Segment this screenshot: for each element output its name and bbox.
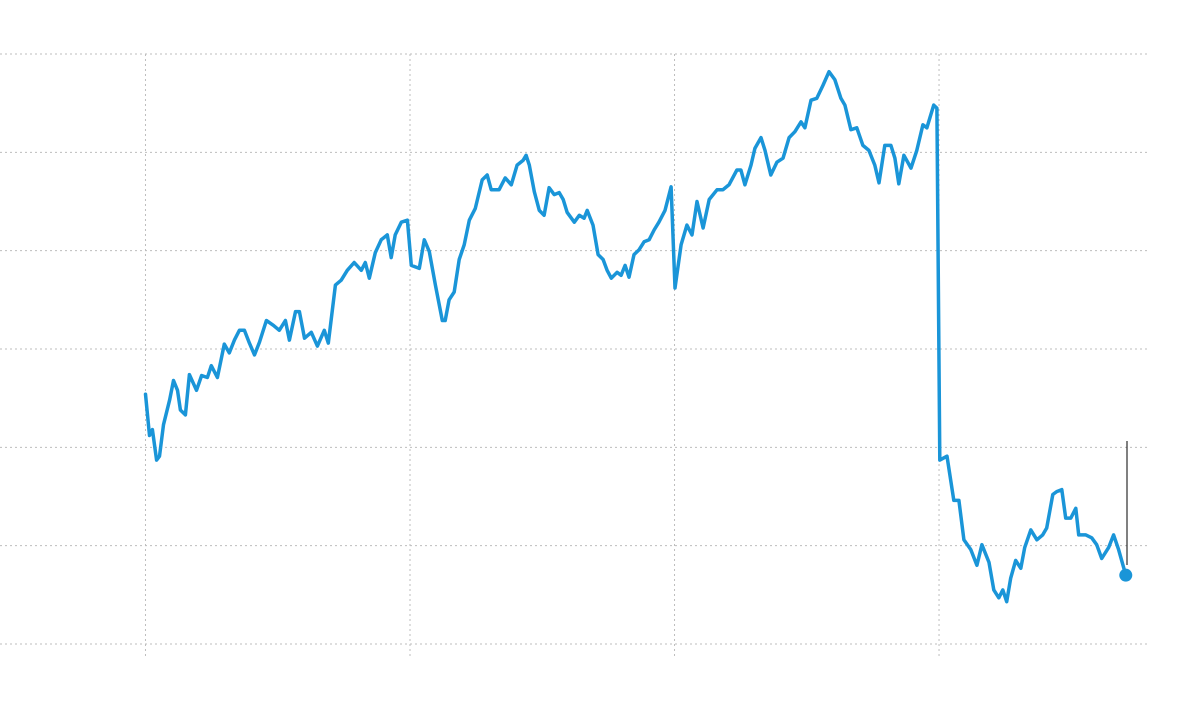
grid xyxy=(0,53,1148,656)
end-point xyxy=(1119,568,1133,582)
data-line xyxy=(143,69,1128,604)
plot xyxy=(143,69,1133,604)
